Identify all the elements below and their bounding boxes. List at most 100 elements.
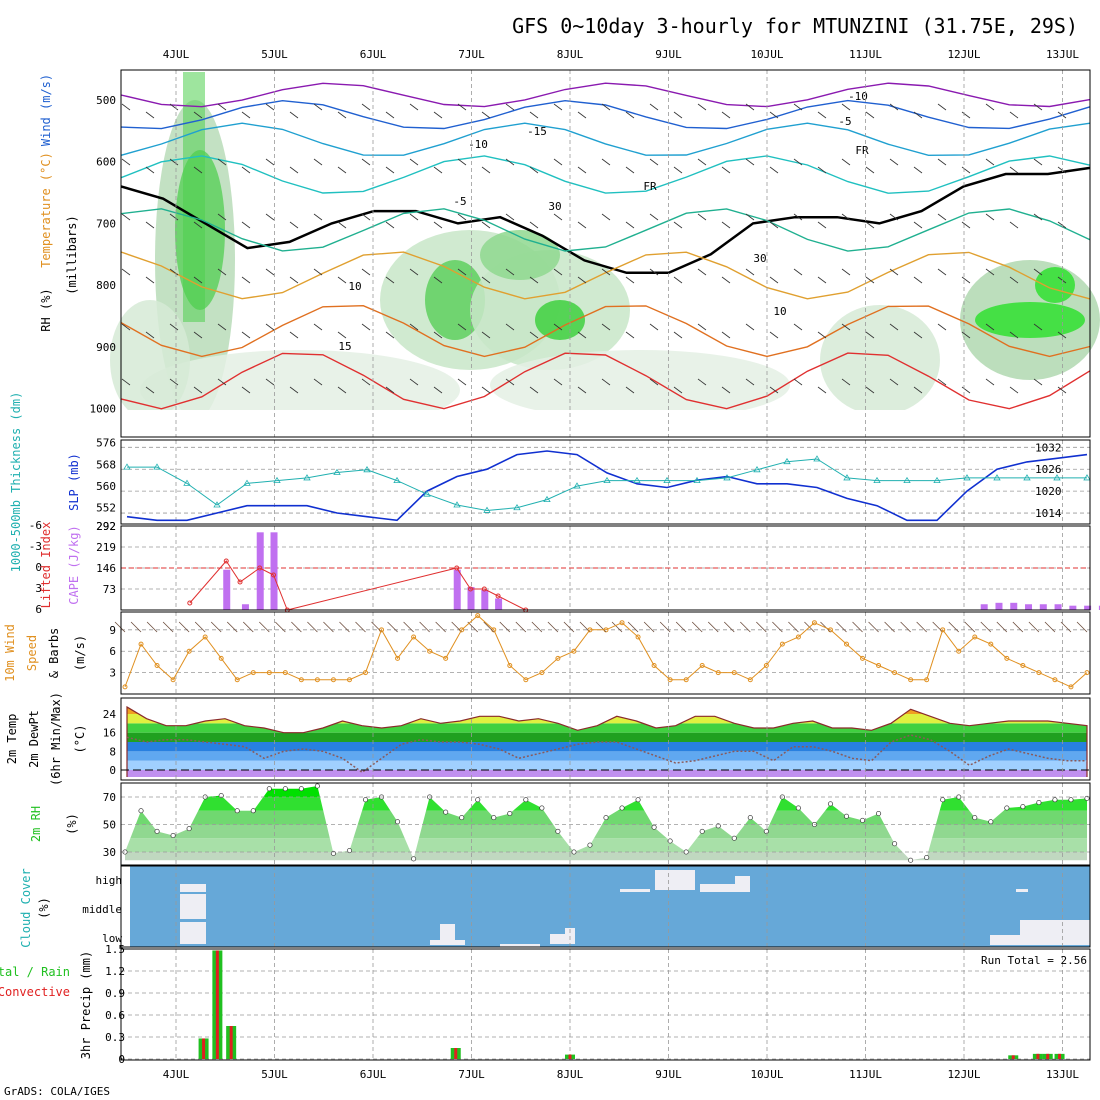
wind-barb (145, 166, 155, 174)
cloud-block (1016, 889, 1028, 892)
cape-bar (241, 604, 249, 610)
wind-barb (265, 378, 275, 386)
wind-barb (985, 378, 995, 386)
wind-barb (697, 323, 707, 331)
surface-wind-barb (916, 621, 927, 633)
wind-barb (481, 331, 491, 339)
wind-barb (361, 378, 371, 386)
pressure-tick-label: 1000 (90, 403, 117, 416)
wind-barb (601, 213, 611, 221)
wind10-axis-label: & Barbs (47, 628, 61, 679)
wind-barb (337, 386, 347, 394)
thickness-line (127, 458, 1087, 512)
surface-wind-barb (242, 621, 254, 633)
wind-barb (121, 323, 131, 331)
wind-barb (553, 323, 563, 331)
wind-barb (913, 276, 923, 284)
surface-wind-barb (547, 621, 559, 633)
cloud-block (180, 884, 206, 892)
cape-tick-label: 146 (96, 562, 116, 575)
convective-axis-label: Convective (0, 985, 70, 999)
cape-tick-label: 219 (96, 541, 116, 554)
cape-bar (1054, 604, 1062, 610)
surface-wind-barb (435, 621, 446, 633)
wind-barb (1033, 213, 1043, 221)
isotherm (120, 155, 1091, 194)
wind-barb (625, 111, 635, 119)
rh-point (795, 805, 801, 811)
wind-barb (289, 276, 299, 284)
wind-barb (1057, 221, 1067, 229)
wind-barb (481, 386, 491, 394)
wind-barb (145, 276, 155, 284)
rh-point (491, 815, 497, 821)
wind-barb (673, 386, 683, 394)
surface-wind-barb (162, 621, 174, 633)
wind-barb (457, 323, 467, 331)
wind-barb (961, 111, 971, 119)
rh-point (154, 828, 160, 834)
rh-point (266, 786, 272, 792)
surface-wind-barb (996, 621, 1008, 633)
rh-band (125, 824, 1087, 839)
surface-wind-barb (451, 621, 462, 633)
wind-barb (457, 213, 467, 221)
rh-point (843, 813, 850, 819)
contour-label: -10 (848, 90, 868, 103)
wind-barb (409, 213, 419, 221)
millibars-label: (millibars) (65, 215, 79, 294)
day-label: 6JUL (360, 1068, 387, 1081)
wind-barb (361, 103, 371, 111)
wind-barb (745, 158, 755, 166)
cloud-block (180, 922, 206, 944)
wind-barb (1057, 166, 1067, 174)
wind-barb (457, 378, 467, 386)
wind-barb (433, 166, 443, 174)
rh-point (250, 808, 256, 814)
wind-barb (553, 103, 563, 111)
wind-barb (913, 166, 923, 174)
cape-tick-label: 73 (103, 583, 116, 596)
surface-wind-barb (723, 621, 735, 633)
contour-label: 30 (548, 200, 561, 213)
wind-barb (193, 386, 203, 394)
wind-barb (433, 331, 443, 339)
wind-barb (337, 276, 347, 284)
temp-band (127, 707, 1087, 714)
wind-barb (649, 158, 659, 166)
rh-point (282, 786, 288, 792)
wind-barb (697, 103, 707, 111)
precip-frame (120, 948, 1091, 1061)
wind-barb (601, 323, 611, 331)
wind-barb (289, 166, 299, 174)
wind-barb (697, 158, 707, 166)
wind-barb (937, 378, 947, 386)
surface-wind-barb (483, 621, 495, 633)
rh-point (619, 805, 625, 811)
wind-barb (697, 268, 707, 276)
wind-barb (841, 103, 851, 111)
day-label: 4JUL (163, 1068, 190, 1081)
temp-frame (120, 697, 1091, 781)
wind-barb (289, 331, 299, 339)
wind-barb (601, 158, 611, 166)
contour-label: 10 (348, 280, 361, 293)
wind-barb (649, 268, 659, 276)
wind-barb (769, 276, 779, 284)
rh-point (892, 841, 898, 847)
cape-bar (467, 586, 475, 610)
wind-barb (217, 213, 227, 221)
rh-point (362, 797, 369, 803)
wind-barb (769, 111, 779, 119)
wind-barb (1033, 158, 1043, 166)
temp-band (127, 770, 1087, 777)
wind-barb (553, 213, 563, 221)
wind-barb (505, 268, 515, 276)
wind-barb (889, 103, 899, 111)
wind-barb (937, 158, 947, 166)
wind-axis-label: Wind (m/s) (39, 74, 53, 146)
wind-barb (337, 331, 347, 339)
day-label: 8JUL (557, 48, 584, 61)
wind-barb (721, 111, 731, 119)
day-label: 10JUL (750, 48, 783, 61)
